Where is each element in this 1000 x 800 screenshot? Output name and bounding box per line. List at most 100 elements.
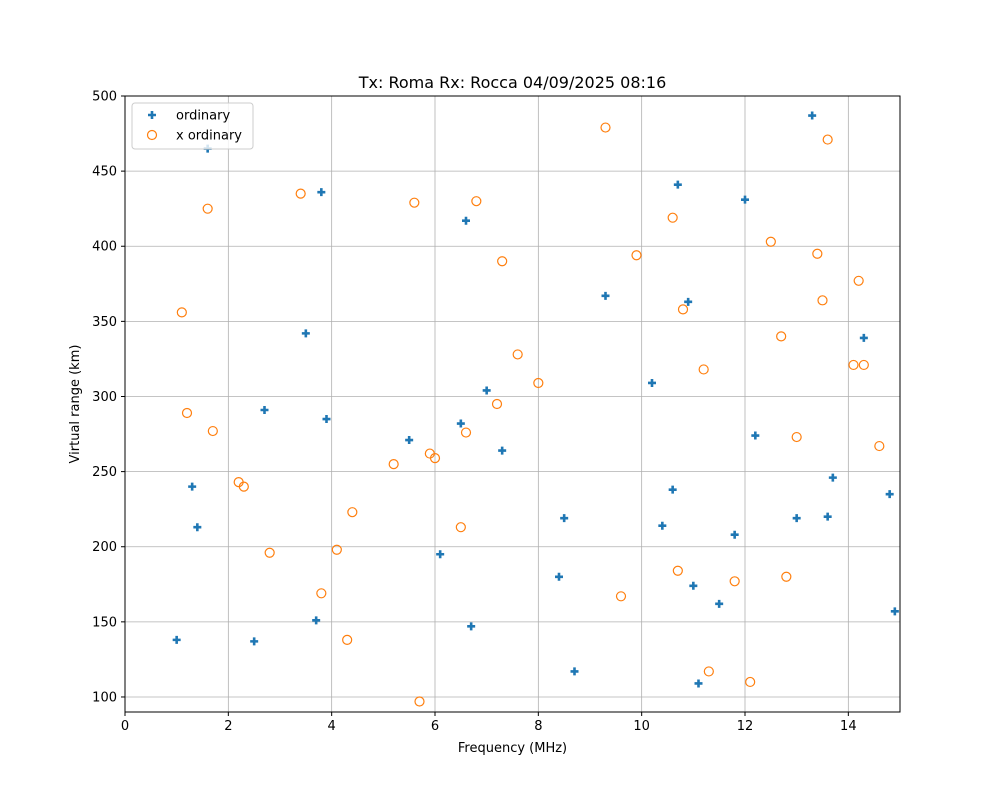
x-ordinary-point (497, 256, 508, 267)
x-ordinary-point (181, 407, 193, 419)
x-ordinary-point (672, 565, 683, 576)
x-ordinary-point (455, 522, 466, 533)
x-ordinary-point (848, 359, 859, 371)
ordinary-point (792, 514, 801, 523)
x-ordinary-point (776, 331, 787, 342)
ordinary-point (188, 482, 197, 491)
ordinary-point (885, 490, 894, 499)
x-ordinary-point (409, 197, 420, 208)
ordinary-point (436, 550, 445, 559)
x-ordinary-point (667, 212, 678, 223)
ordinary-point (890, 607, 899, 616)
y-tick-label: 450 (92, 165, 117, 180)
y-tick-label: 300 (92, 390, 117, 405)
x-ordinary-point (414, 696, 425, 707)
data-points (172, 111, 899, 707)
x-ordinary-point (207, 425, 218, 437)
ordinary-point (658, 521, 667, 530)
x-ordinary-point (512, 349, 523, 360)
y-tick-label: 500 (92, 90, 117, 105)
x-ordinary-point (331, 544, 342, 555)
x-ordinary-point (316, 588, 327, 599)
ordinary-point (467, 622, 476, 631)
x-ordinary-point (812, 248, 823, 259)
x-ordinary-point (817, 295, 828, 306)
x-ordinary-point (822, 134, 833, 145)
ordinary-point (482, 386, 491, 395)
x-ordinary-point (388, 458, 399, 470)
x-ordinary-point (858, 359, 869, 371)
legend-plus-marker-icon (148, 111, 156, 119)
ordinary-point (456, 419, 465, 428)
ordinary-point (741, 195, 749, 204)
ordinary-point (689, 581, 698, 590)
y-tick-label: 150 (92, 615, 117, 630)
ordinary-point (808, 111, 817, 120)
x-ordinary-point (491, 398, 503, 410)
ordinary-point (673, 180, 682, 189)
ordinary-point (560, 514, 569, 523)
x-ordinary-point (781, 571, 792, 582)
x-tick-label: 0 (121, 719, 129, 734)
ordinary-point (462, 216, 470, 225)
y-axis-label: Virtual range (km) (68, 345, 83, 464)
x-tick-label: 6 (431, 719, 439, 734)
ordinary-point (828, 473, 837, 482)
plot-frame (124, 95, 901, 713)
y-tick-label: 250 (92, 465, 117, 480)
x-tick-label: 14 (840, 719, 857, 734)
ordinary-point (601, 291, 610, 300)
ordinary-point (193, 523, 202, 532)
x-tick-label: 4 (328, 719, 336, 734)
x-tick-label: 10 (633, 719, 650, 734)
ordinary-point (301, 329, 310, 338)
ordinary-point (859, 333, 868, 342)
x-ordinary-point (677, 304, 689, 315)
x-ordinary-point (471, 196, 482, 207)
chart-title: Tx: Roma Rx: Rocca 04/09/2025 08:16 (358, 73, 667, 92)
y-tick-label: 100 (92, 690, 117, 705)
ordinary-point (648, 378, 656, 387)
x-tick-label: 2 (224, 719, 232, 734)
x-ordinary-point (615, 591, 627, 602)
legend-label: ordinary (176, 109, 230, 124)
x-ordinary-point (729, 576, 740, 587)
x-ordinary-point (533, 377, 544, 389)
x-ordinary-point (295, 188, 306, 199)
x-ordinary-point (698, 364, 709, 375)
ordinary-point (317, 188, 326, 197)
ordinary-point (668, 485, 677, 494)
ordinary-point (555, 572, 563, 581)
legend-label: x ordinary (176, 129, 242, 144)
x-ordinary-point (176, 307, 187, 318)
x-ordinary-point (429, 452, 441, 464)
x-ordinary-point (791, 431, 802, 443)
y-tick-label: 400 (92, 240, 117, 255)
legend-circle-marker-icon (146, 129, 158, 141)
x-axis-label: Frequency (MHz) (458, 741, 567, 756)
y-tick-label: 350 (92, 315, 117, 330)
x-ordinary-point (853, 275, 864, 286)
x-ordinary-point (703, 666, 714, 677)
x-ordinary-point (745, 676, 756, 688)
x-ordinary-point (238, 481, 249, 492)
x-ordinary-point (874, 440, 885, 452)
ordinary-point (250, 637, 259, 646)
x-ordinary-point (460, 427, 472, 438)
ordinary-point (172, 635, 181, 644)
ordinary-point (405, 436, 414, 445)
ordinary-point (694, 679, 703, 688)
ordinary-point (823, 512, 832, 521)
axis-ticks: 0 2 4 6 8 10 12 14 100 150 200 250 300 350 400 450 500 (92, 90, 856, 735)
ordinary-point (715, 599, 724, 608)
ordinary-point (751, 431, 760, 440)
ordinary-point (570, 667, 579, 676)
x-ordinary-point (342, 634, 353, 645)
legend: ordinary x ordinary (131, 102, 254, 150)
x-ordinary-point (600, 122, 611, 133)
legend-box (131, 102, 254, 150)
ordinary-point (498, 446, 507, 455)
x-ordinary-point (631, 250, 642, 261)
x-ordinary-point (264, 547, 275, 558)
